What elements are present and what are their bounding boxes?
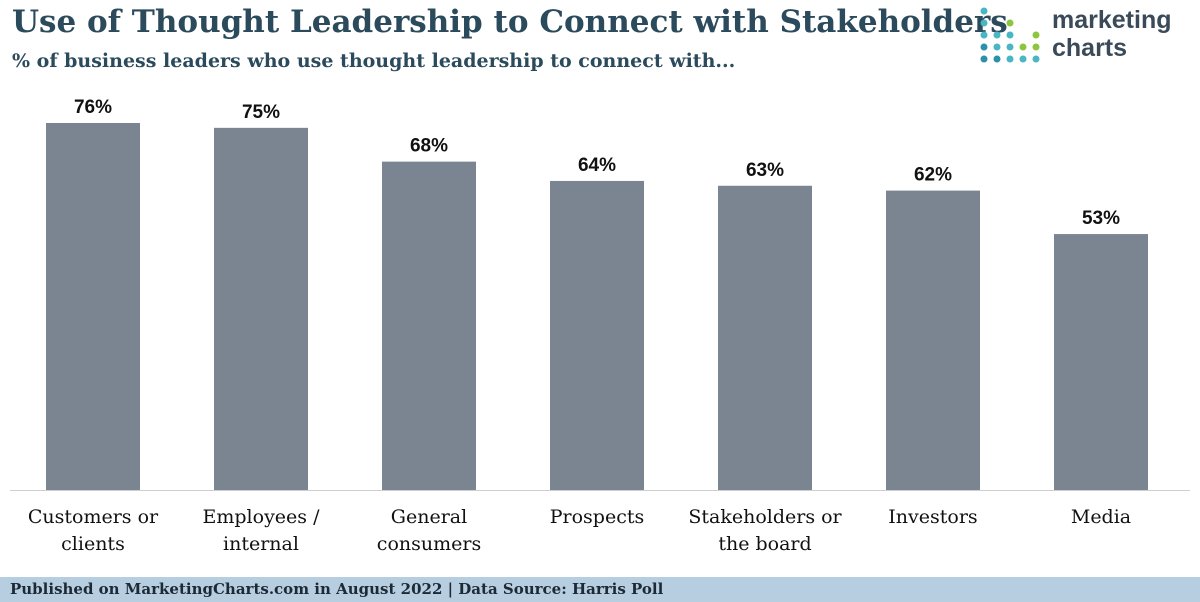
logo-line-2: charts — [1052, 34, 1128, 62]
category-label-line: Customers or — [28, 506, 159, 528]
category-label: Customers or clients — [28, 506, 159, 555]
category-label: Prospects — [550, 506, 645, 528]
category-label-line: Media — [1071, 506, 1131, 528]
logo-dot — [1032, 43, 1040, 51]
data-label: 68% — [410, 136, 448, 157]
bar — [550, 180, 644, 490]
logo-dots-icon — [980, 7, 1040, 63]
chart-title: Use of Thought Leadership to Connect wit… — [12, 4, 1008, 40]
logo-dot — [1019, 55, 1027, 63]
category-label-line: Stakeholders or — [688, 506, 842, 528]
category-label: Employees / internal — [203, 506, 321, 555]
logo-dot — [993, 43, 1001, 51]
data-label: 62% — [914, 165, 952, 186]
footer-bar: Published on MarketingCharts.com in Augu… — [0, 577, 1200, 602]
bar-chart: 76% Customers or clients 75% Employees / inte… — [10, 97, 1190, 555]
category-label-line: Employees / — [203, 506, 321, 528]
chart-subtitle: % of business leaders who use thought le… — [12, 50, 736, 72]
logo-dot — [980, 43, 988, 51]
category-label-line: consumers — [377, 533, 481, 555]
category-label: General consumers — [377, 506, 481, 555]
bar — [382, 161, 476, 490]
category-label-line: the board — [718, 533, 811, 555]
data-label: 76% — [74, 97, 112, 118]
data-label: 75% — [242, 102, 280, 123]
category-label-line: General — [391, 506, 467, 528]
logo-dot — [1006, 19, 1014, 27]
category-label: Media — [1071, 506, 1131, 528]
logo-dot — [1019, 43, 1027, 51]
category-label-line: Prospects — [550, 506, 645, 528]
logo-dot — [1032, 31, 1040, 39]
logo-dot — [1006, 43, 1014, 51]
category-label: Investors — [888, 506, 977, 528]
data-label: 64% — [578, 155, 616, 176]
category-label-line: internal — [223, 533, 299, 555]
logo-dot — [980, 31, 988, 39]
category-label-line: Investors — [888, 506, 977, 528]
data-label: 53% — [1082, 208, 1120, 229]
bar — [46, 123, 140, 490]
logo-dot — [993, 55, 1001, 63]
bar — [718, 185, 812, 490]
logo-dot — [1032, 55, 1040, 63]
bar — [214, 127, 308, 490]
logo-dot — [1006, 55, 1014, 63]
logo-dot — [980, 55, 988, 63]
bar — [1054, 234, 1148, 490]
logo-dot — [993, 31, 1001, 39]
logo-dot — [980, 7, 988, 15]
category-label: Stakeholders or the board — [688, 506, 842, 555]
logo-dot — [1006, 31, 1014, 39]
category-label-line: clients — [61, 533, 125, 555]
marketingcharts-logo: marketing charts — [978, 4, 1198, 66]
logo-dot — [980, 19, 988, 27]
data-label: 63% — [746, 160, 784, 181]
logo-line-1: marketing — [1052, 6, 1172, 34]
footer-source: Published on MarketingCharts.com in Augu… — [10, 580, 664, 598]
bar — [886, 190, 980, 490]
